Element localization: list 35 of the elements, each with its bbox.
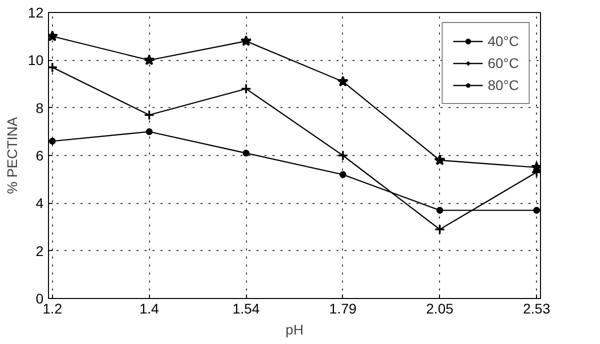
x-tick-label: 1.54 xyxy=(232,300,260,316)
point xyxy=(337,76,349,87)
point xyxy=(242,150,250,157)
x-tick-label: 2.05 xyxy=(426,300,454,316)
point xyxy=(48,30,58,42)
y-tick-label: 2 xyxy=(36,242,44,259)
y-axis-title: % PECTINA xyxy=(4,116,20,194)
x-tick-label: 1.2 xyxy=(42,300,62,316)
point xyxy=(530,162,540,172)
point xyxy=(240,35,252,46)
x-tick-label: 2.53 xyxy=(523,300,550,316)
legend-label: 40°C xyxy=(488,33,519,49)
y-tick-label: 0 xyxy=(36,290,44,306)
y-tick-label: 10 xyxy=(28,52,44,68)
point xyxy=(434,154,446,166)
x-axis-title: pH xyxy=(286,322,304,338)
point xyxy=(48,62,58,73)
point xyxy=(144,110,155,120)
point xyxy=(340,171,346,178)
point xyxy=(436,206,444,214)
y-tick-label: 8 xyxy=(36,100,44,116)
point xyxy=(48,138,56,145)
y-tick-label: 12 xyxy=(28,4,44,20)
y-tick-label: 4 xyxy=(36,195,44,212)
point xyxy=(240,83,252,94)
point xyxy=(144,54,155,66)
point xyxy=(533,206,540,214)
x-tick-label: 1.79 xyxy=(329,300,357,316)
point xyxy=(338,150,348,161)
point xyxy=(434,224,446,235)
x-tick-label: 1.4 xyxy=(139,300,160,316)
legend-label: 60°C xyxy=(488,55,519,71)
legend-label: 80°C xyxy=(488,77,519,93)
point xyxy=(146,128,153,136)
y-tick-label: 6 xyxy=(36,148,44,164)
